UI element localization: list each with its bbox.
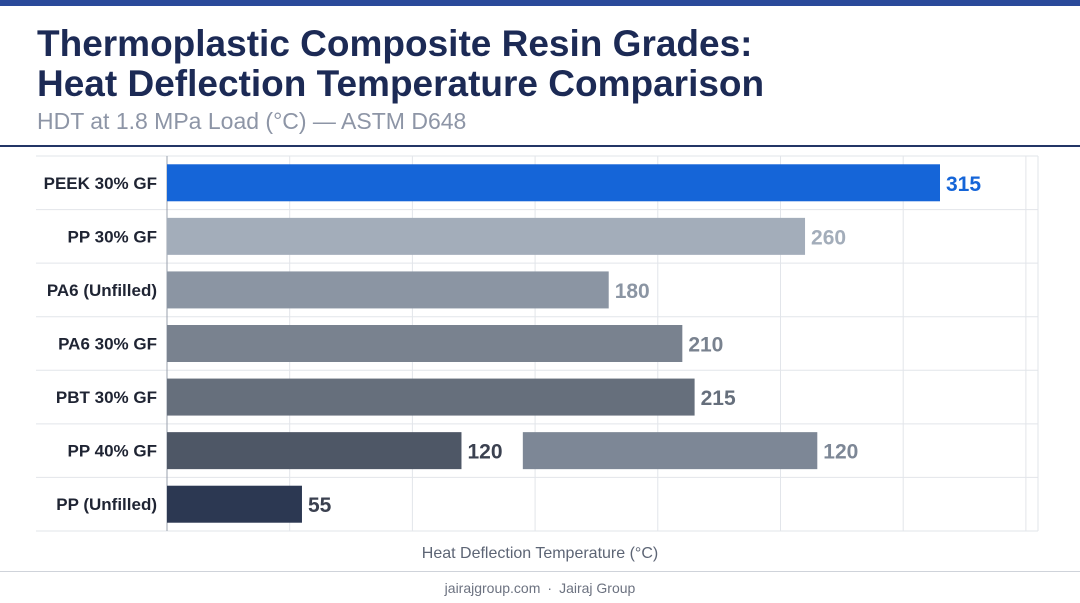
- bar: [167, 378, 695, 416]
- labels: PEEK 30% GF 315 PP 30% GF 260 PA6 (Unfilled)…: [44, 173, 982, 517]
- category-label: PP 30% GF: [68, 227, 157, 246]
- value-label: 215: [701, 387, 736, 410]
- value-label: 210: [688, 334, 723, 357]
- value-label: 55: [308, 494, 332, 517]
- header-divider: [0, 145, 1080, 147]
- bar: [167, 217, 806, 255]
- bars: [167, 164, 940, 523]
- footer-site: jairajgroup.com: [444, 580, 541, 596]
- bar: [167, 325, 683, 362]
- category-label: PEEK 30% GF: [44, 174, 157, 193]
- bar: [167, 271, 609, 309]
- footer: jairajgroup.com · Jairaj Group: [0, 580, 1080, 596]
- value-label: 120: [467, 441, 502, 464]
- chart-title-line-2: Heat Deflection Temperature Comparison: [37, 63, 765, 104]
- chart-subtitle: HDT at 1.8 MPa Load (°C) — ASTM D648: [37, 108, 467, 134]
- category-label: PBT 30% GF: [56, 388, 157, 407]
- footer-separator: ·: [547, 580, 553, 596]
- value-label: 260: [811, 226, 846, 249]
- category-label: PA6 30% GF: [58, 335, 157, 354]
- footer-company: Jairaj Group: [559, 580, 636, 596]
- chart-title-line-1: Thermoplastic Composite Resin Grades:: [37, 23, 753, 64]
- value-label: 315: [946, 173, 981, 196]
- bar-extra: [522, 432, 818, 470]
- category-label: PA6 (Unfilled): [47, 281, 157, 300]
- category-label: PP (Unfilled): [56, 495, 157, 514]
- x-axis-title: Heat Deflection Temperature (°C): [422, 545, 658, 562]
- bar: [167, 432, 462, 470]
- bar: [167, 485, 302, 523]
- chart-title: Thermoplastic Composite Resin Grades: He…: [37, 24, 764, 104]
- category-label: PP 40% GF: [68, 442, 157, 461]
- value-label-extra: 120: [823, 441, 858, 464]
- footer-divider: [0, 571, 1080, 572]
- bar: [167, 164, 940, 202]
- top-accent-bar: [0, 0, 1080, 6]
- value-label: 180: [615, 280, 650, 303]
- bar-chart: PEEK 30% GF 315 PP 30% GF 260 PA6 (Unfilled)…: [36, 155, 1039, 562]
